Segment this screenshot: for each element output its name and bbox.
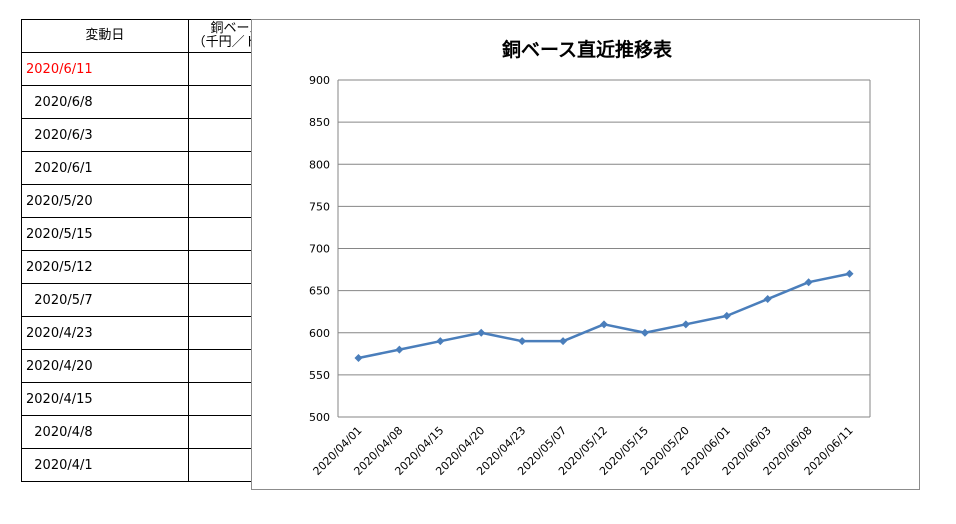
table-row: 2020/6/8660 [21, 85, 285, 119]
x-axis-ticks: 2020/04/012020/04/082020/04/152020/04/20… [311, 424, 856, 478]
chart-area: 銅ベース直近推移表 500 550 600 650 700 750 800 850 900 20… [251, 19, 920, 490]
data-point [845, 269, 854, 278]
y-tick-label: 650 [309, 285, 330, 298]
series-copper-base [354, 269, 854, 363]
y-tick-label: 500 [309, 411, 330, 424]
table-body: 2020/6/116702020/6/86602020/6/36402020/6… [21, 52, 285, 482]
line-chart: 銅ベース直近推移表 500 550 600 650 700 750 800 850 900 20… [309, 38, 871, 478]
table-row: 2020/5/7590 [21, 283, 285, 317]
row-date: 2020/6/3 [21, 118, 189, 152]
row-date: 2020/5/15 [21, 217, 189, 251]
table-row: 2020/5/12610 [21, 250, 285, 284]
y-tick-label: 550 [309, 369, 330, 382]
row-date: 2020/4/8 [21, 415, 189, 449]
table-row: 2020/5/15600 [21, 217, 285, 251]
data-point [559, 337, 568, 346]
data-point [640, 328, 649, 337]
data-point [518, 337, 527, 346]
row-date: 2020/4/23 [21, 316, 189, 350]
table-row: 2020/6/3640 [21, 118, 285, 152]
table-row: 2020/6/1620 [21, 151, 285, 185]
data-point [763, 295, 772, 304]
y-tick-label: 800 [309, 158, 330, 171]
table-row: 2020/4/23590 [21, 316, 285, 350]
table-row: 2020/5/20610 [21, 184, 285, 218]
data-point [804, 278, 813, 287]
y-tick-label: 700 [309, 243, 330, 256]
table-row: 2020/4/20600 [21, 349, 285, 383]
row-date: 2020/5/7 [21, 283, 189, 317]
header-date: 変動日 [21, 19, 189, 53]
y-axis-ticks: 500 550 600 650 700 750 800 850 900 [309, 74, 330, 424]
row-date: 2020/5/12 [21, 250, 189, 284]
price-table: 変動日 銅ベース （千円／トン） 2020/6/116702020/6/8660… [21, 19, 285, 482]
row-date: 2020/5/20 [21, 184, 189, 218]
y-tick-label: 750 [309, 200, 330, 213]
data-point [681, 320, 690, 329]
row-date: 2020/4/15 [21, 382, 189, 416]
row-date: 2020/6/1 [21, 151, 189, 185]
header-value-line1: 銅ベース [210, 21, 262, 36]
data-point [600, 320, 608, 329]
table-header-row: 変動日 銅ベース （千円／トン） [21, 19, 285, 53]
y-tick-label: 850 [309, 116, 330, 129]
row-date: 2020/6/8 [21, 85, 189, 119]
y-tick-label: 600 [309, 327, 330, 340]
table-row: 2020/4/8580 [21, 415, 285, 449]
data-point [436, 337, 445, 346]
data-point [722, 311, 731, 320]
data-point [354, 354, 363, 363]
data-point [477, 328, 486, 337]
row-date: 2020/4/20 [21, 349, 189, 383]
table-row: 2020/6/11670 [21, 52, 285, 86]
table-row: 2020/4/15590 [21, 382, 285, 416]
row-date: 2020/4/1 [21, 448, 189, 482]
y-tick-label: 900 [309, 74, 330, 87]
data-point [395, 345, 404, 354]
chart-title: 銅ベース直近推移表 [502, 38, 673, 61]
grid-lines [337, 79, 871, 418]
row-date: 2020/6/11 [21, 52, 189, 86]
table-row: 2020/4/1570 [21, 448, 285, 482]
series-line [358, 272, 850, 360]
